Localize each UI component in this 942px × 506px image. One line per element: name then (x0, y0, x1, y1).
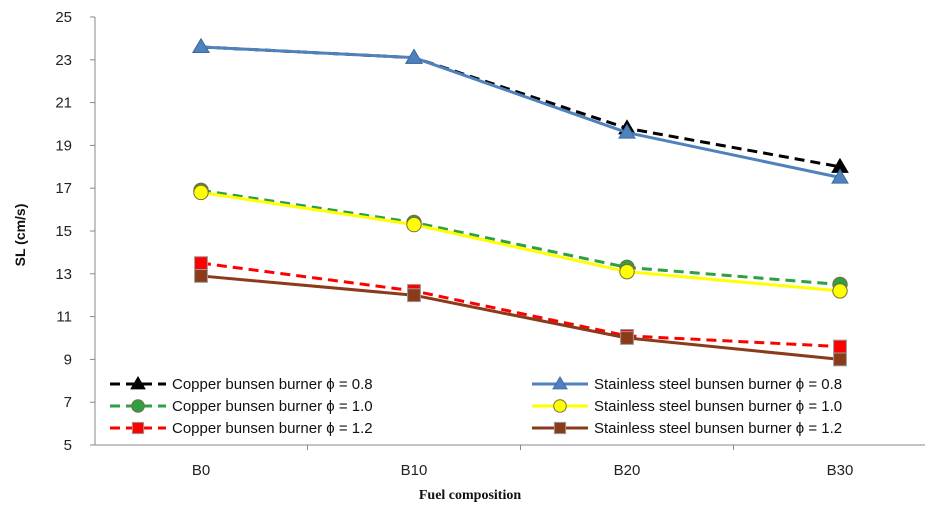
legend-entry-3: Copper bunsen burner ϕ = 1.0 (110, 398, 373, 415)
series-line (201, 47, 840, 178)
legend-entry-4: Stainless steel bunsen burner ϕ = 1.0 (532, 398, 842, 415)
y-tick-label: 7 (64, 394, 72, 411)
x-axis-title: Fuel composition (419, 488, 521, 503)
legend-label: Stainless steel bunsen burner ϕ = 1.0 (594, 398, 842, 415)
legend-swatch-marker (554, 422, 565, 433)
data-point (834, 353, 847, 366)
data-point (195, 257, 208, 270)
data-point (195, 270, 208, 283)
legend-entry-1: Copper bunsen burner ϕ = 0.8 (110, 376, 373, 393)
series-3 (194, 183, 847, 292)
legend-label: Stainless steel bunsen burner ϕ = 1.2 (594, 420, 842, 437)
legend-entry-5: Copper bunsen burner ϕ = 1.2 (110, 420, 373, 437)
series-line (201, 47, 840, 167)
legend-swatch-marker (554, 400, 567, 413)
data-point (834, 340, 847, 353)
y-tick-label: 23 (55, 52, 72, 69)
series-line (201, 190, 840, 284)
y-tick-label: 19 (55, 137, 72, 154)
legend-label: Copper bunsen burner ϕ = 1.2 (172, 420, 373, 437)
legend-entry-6: Stainless steel bunsen burner ϕ = 1.2 (532, 420, 842, 437)
data-point (833, 284, 847, 298)
y-tick-label: 25 (55, 9, 72, 26)
y-tick-label: 5 (64, 437, 72, 454)
x-tick-label: B30 (827, 462, 854, 479)
legend-label: Stainless steel bunsen burner ϕ = 0.8 (594, 376, 842, 393)
legend: Copper bunsen burner ϕ = 0.8 Stainless st… (110, 376, 842, 437)
data-point (194, 185, 208, 199)
legend-label: Copper bunsen burner ϕ = 0.8 (172, 376, 373, 393)
data-point (620, 264, 634, 278)
y-tick-label: 21 (55, 95, 72, 112)
y-tick-label: 11 (56, 309, 72, 326)
legend-swatch-marker (132, 422, 143, 433)
series-4 (194, 185, 847, 298)
legend-swatch-marker (132, 400, 145, 413)
y-tick-label: 15 (55, 223, 72, 240)
series-1 (193, 39, 848, 172)
x-tick-label: B0 (192, 462, 210, 479)
y-axis-title: SL (cm/s) (12, 204, 28, 267)
y-tick-label: 13 (55, 266, 72, 283)
y-tick-label: 17 (55, 180, 72, 197)
series-5 (195, 257, 847, 353)
data-point (407, 217, 421, 231)
legend-label: Copper bunsen burner ϕ = 1.0 (172, 398, 373, 415)
data-point (621, 332, 634, 345)
series-2 (193, 39, 848, 183)
x-tick-label: B20 (614, 462, 641, 479)
series-lines (193, 39, 848, 366)
series-line (201, 276, 840, 359)
data-point (408, 289, 421, 302)
x-tick-label: B10 (401, 462, 428, 479)
legend-entry-2: Stainless steel bunsen burner ϕ = 0.8 (532, 376, 842, 393)
y-tick-label: 9 (64, 351, 72, 368)
